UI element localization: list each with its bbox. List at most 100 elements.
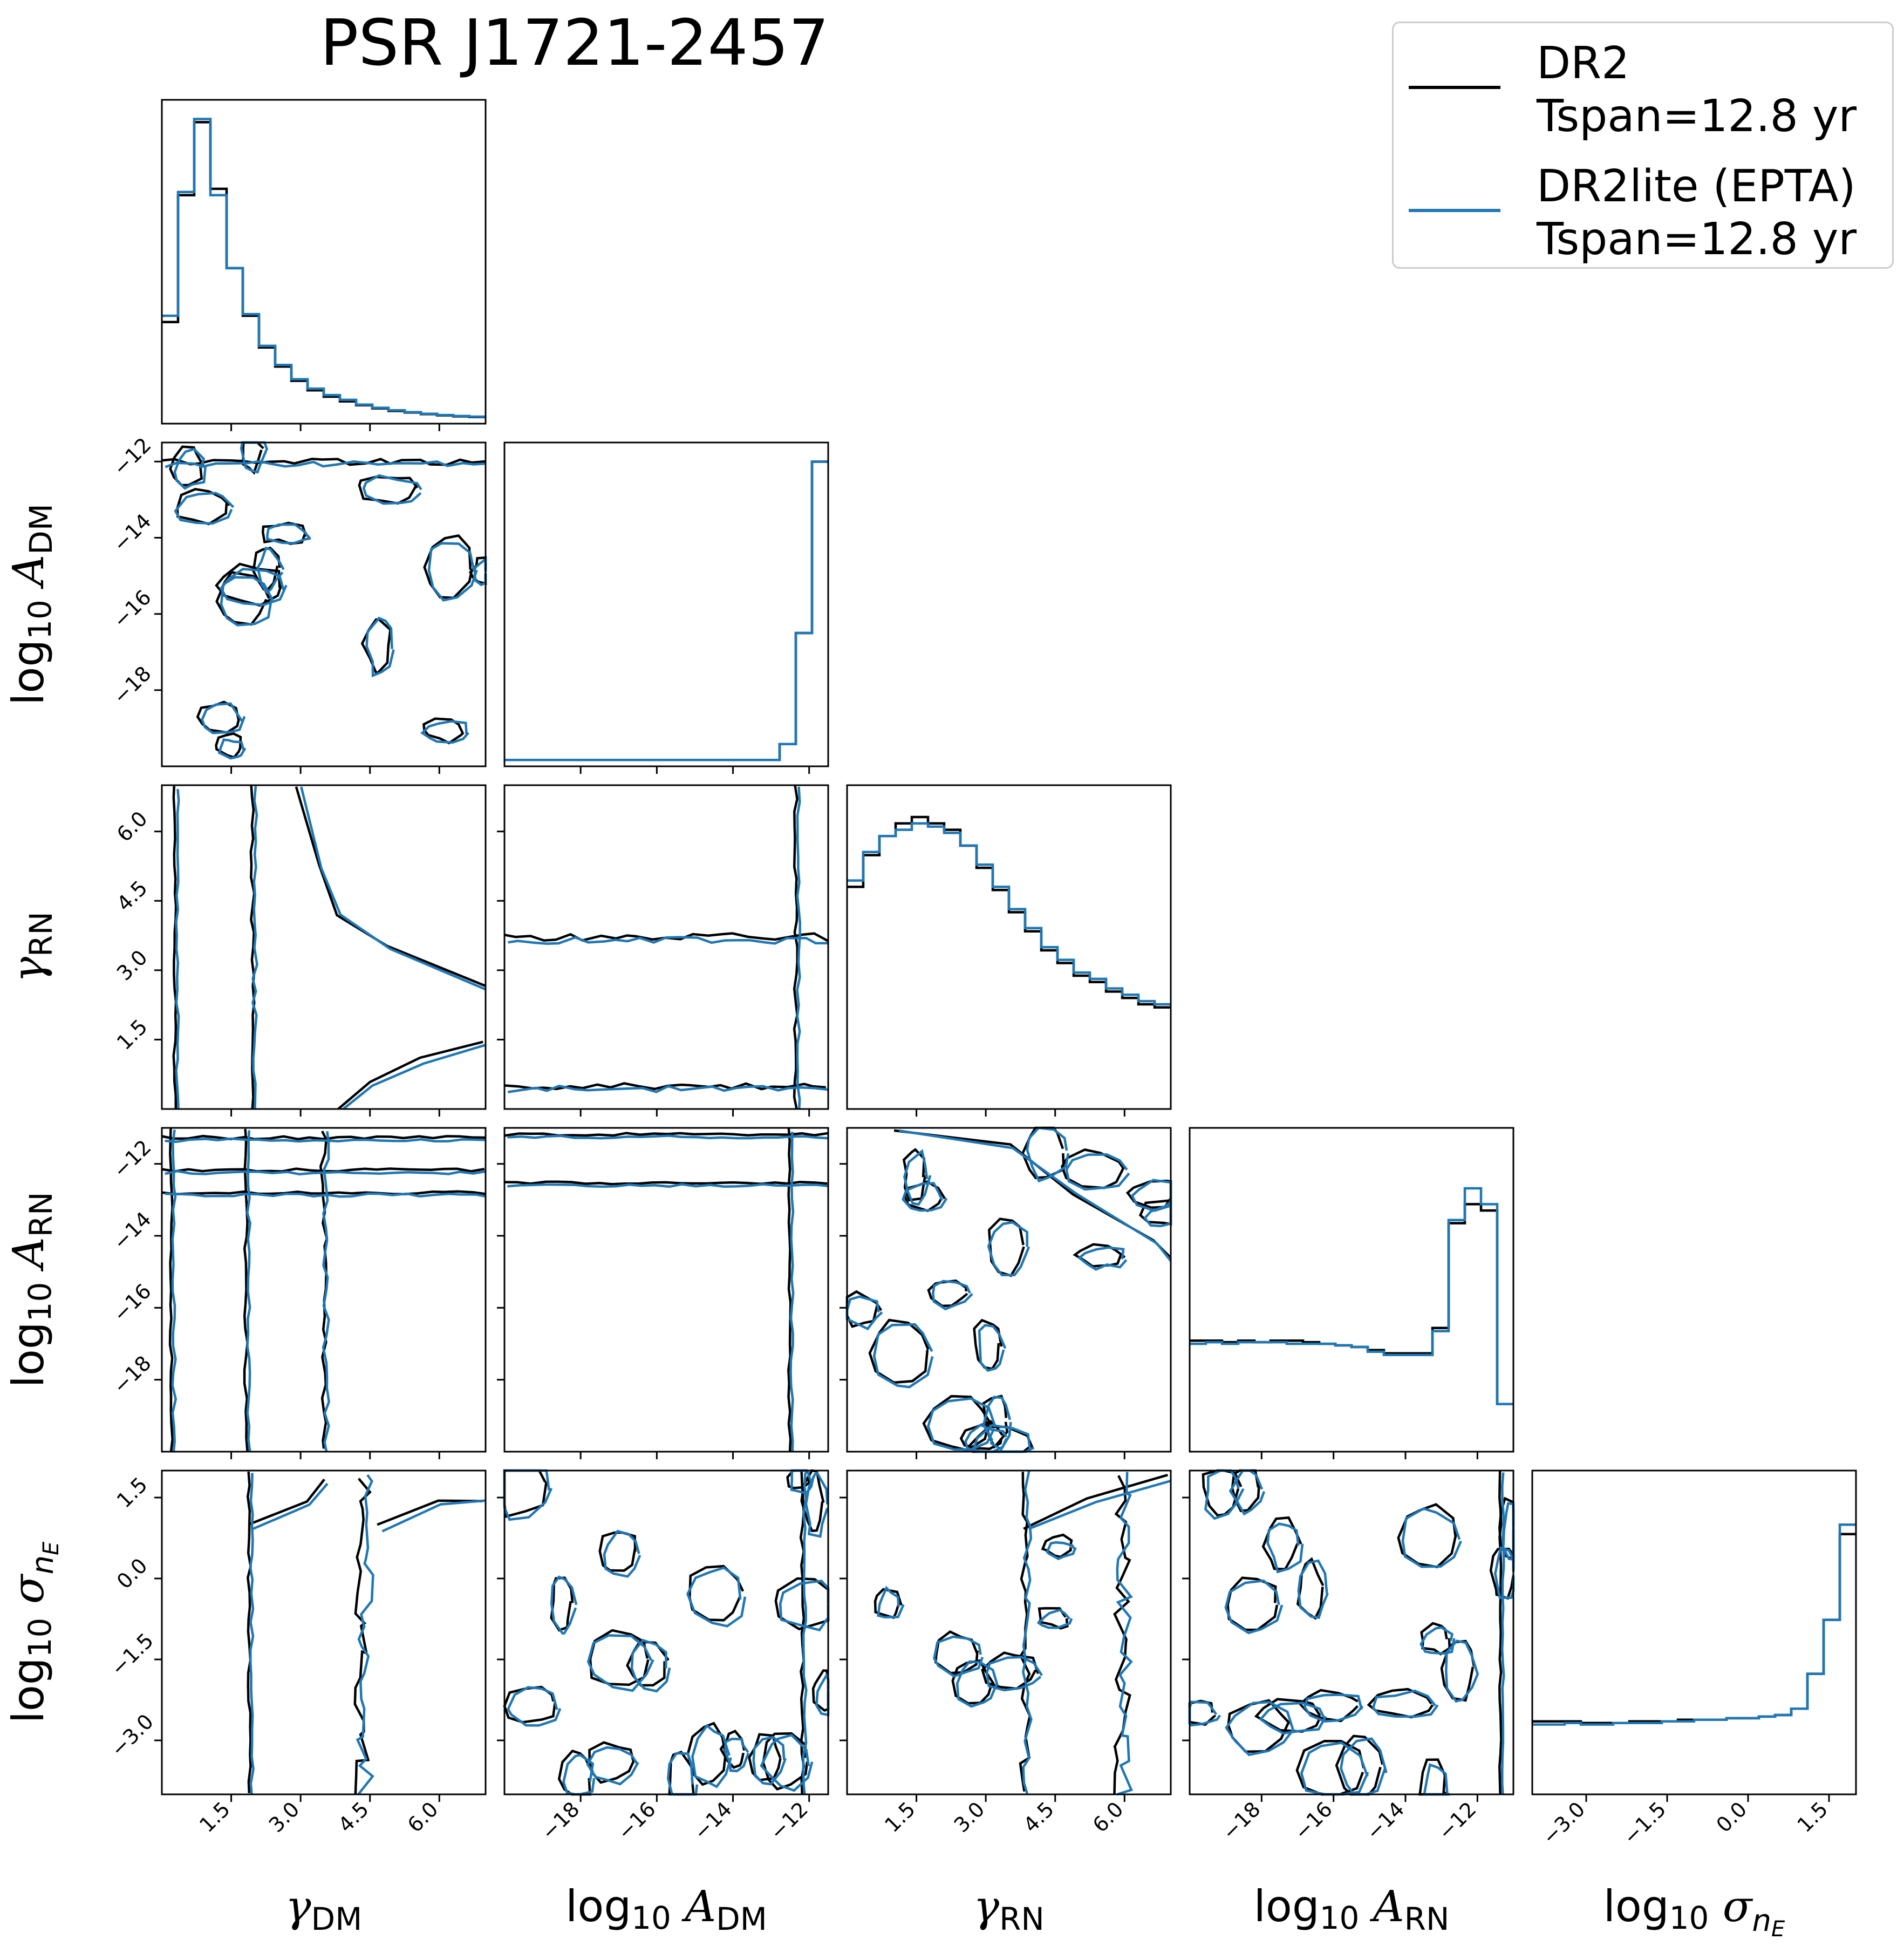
contour-line <box>719 1729 746 1769</box>
contour-dr2lite <box>503 1469 830 1796</box>
y-axis-label: γRN <box>3 911 59 983</box>
y-tick-label: −16 <box>108 586 156 633</box>
contour-line <box>933 1635 984 1678</box>
x-tick-label: 4.5 <box>333 1797 373 1837</box>
contour-line <box>266 523 311 545</box>
y-tick-label: 1.5 <box>112 1473 152 1513</box>
chart-title: PSR J1721-2457 <box>320 5 829 80</box>
contour-line <box>168 1128 174 1452</box>
contour-line <box>358 475 419 505</box>
contour-line <box>1046 1541 1077 1561</box>
x-tick-label: 1.5 <box>880 1797 920 1837</box>
contour-line <box>504 1180 828 1186</box>
contour-line <box>1036 1608 1073 1629</box>
panel-bg <box>1532 1471 1856 1794</box>
y-tick-label: −12 <box>108 433 156 480</box>
contour-line <box>365 616 395 678</box>
contour-line <box>787 1127 792 1452</box>
y-tick-label: −3.0 <box>106 1710 158 1761</box>
contour-line <box>926 1397 997 1451</box>
x-tick-label: −18 <box>1218 1797 1265 1845</box>
legend-entry-dr2: DR2 Tspan=12.8 yr <box>1394 34 1892 142</box>
contour-line <box>774 1577 830 1631</box>
histogram-step-line <box>1190 1187 1513 1406</box>
contour-line <box>973 1318 1003 1370</box>
contour-line <box>877 1586 905 1619</box>
contour-line <box>1303 1693 1364 1723</box>
contour-line <box>252 546 281 591</box>
x-tick-label: 4.5 <box>1019 1797 1059 1837</box>
panel-frame <box>846 784 1172 1110</box>
histogram-dr2lite <box>847 822 1171 1006</box>
y-tick-label: 0.0 <box>112 1554 152 1594</box>
contour-dr2lite <box>165 441 487 760</box>
contour-line <box>249 1473 255 1795</box>
contour-line <box>251 1482 329 1530</box>
y-tick-label: −12 <box>108 1135 156 1183</box>
contour-line <box>1261 1516 1302 1571</box>
contour-line <box>1116 1472 1133 1796</box>
contour-line <box>932 1280 973 1311</box>
contour-line <box>799 1471 806 1795</box>
panel-bg <box>162 1471 486 1794</box>
contour-line <box>215 732 242 759</box>
y-tick-label: −14 <box>108 509 156 556</box>
contour-line <box>903 1149 932 1206</box>
contour-line <box>1060 1148 1125 1189</box>
x-axis-label: log10 σnE <box>1603 1881 1785 1942</box>
contour-line <box>793 785 799 1109</box>
contour-line <box>217 738 247 760</box>
contour-line <box>165 460 486 468</box>
contour-line <box>161 458 486 466</box>
contour-line <box>959 1420 1004 1450</box>
contour-line <box>686 1566 747 1628</box>
contour-line <box>1296 1557 1325 1620</box>
contour-line <box>872 1323 934 1389</box>
legend: DR2 Tspan=12.8 yr DR2lite (EPTA) Tspan=1… <box>1392 22 1894 269</box>
contour-line <box>1259 1702 1327 1735</box>
contour-line <box>985 1656 1043 1692</box>
x-tick-label: 6.0 <box>1088 1797 1128 1837</box>
contour-line <box>1401 1507 1462 1568</box>
y-tick-label: 6.0 <box>112 807 152 847</box>
y-tick-label: −1.5 <box>106 1629 158 1680</box>
contour-line <box>322 1131 331 1452</box>
x-tick-label: 6.0 <box>403 1797 443 1837</box>
contour-dr2lite <box>165 1130 486 1452</box>
contour-line <box>1028 1479 1171 1530</box>
contour-line <box>360 618 392 674</box>
contour-line <box>427 542 478 602</box>
contour-line <box>300 786 486 991</box>
panel-frame <box>846 1469 1172 1795</box>
panel-frame <box>1189 1127 1514 1453</box>
contour-line <box>337 1040 483 1110</box>
panel-frame <box>161 784 487 1110</box>
x-axis-label: log10 ARN <box>1254 1881 1450 1937</box>
contour-line <box>507 1134 829 1140</box>
histogram-step-line <box>504 460 828 761</box>
y-tick-label: 4.5 <box>112 876 152 916</box>
x-tick-label: 3.0 <box>264 1797 304 1837</box>
panel-bg <box>504 1128 828 1452</box>
y-tick-label: −18 <box>108 662 156 709</box>
contour-line <box>1498 1471 1503 1795</box>
panel-bg <box>847 785 1171 1109</box>
panel-frame <box>503 1127 829 1453</box>
contour-dr2lite <box>877 1470 1171 1796</box>
panel-bg <box>1190 1471 1513 1794</box>
contour-line <box>173 447 207 490</box>
panel-bg <box>1190 1128 1513 1452</box>
contour-line <box>868 1318 930 1384</box>
contour-line <box>562 1753 596 1796</box>
y-tick-label: 3.0 <box>112 945 152 985</box>
contour-line <box>978 1324 1007 1372</box>
contour-line <box>353 1478 372 1795</box>
contour-line <box>1041 1533 1073 1559</box>
contour-line <box>1229 1469 1266 1516</box>
histogram-step-line <box>162 118 486 418</box>
x-axis-label: log10 ADM <box>565 1881 767 1937</box>
contour-dr2lite <box>507 1132 829 1452</box>
contour-line <box>219 568 288 607</box>
